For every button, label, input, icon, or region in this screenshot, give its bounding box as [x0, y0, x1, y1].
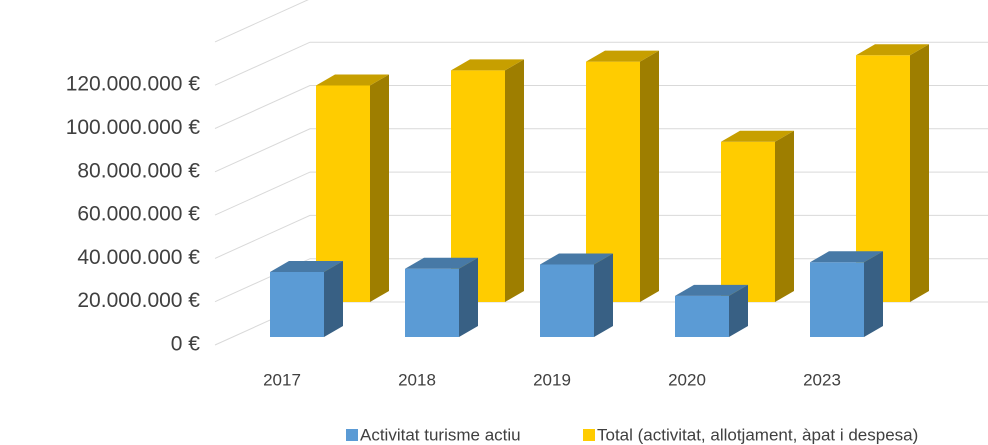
y-tick-label: 60.000.000 €	[77, 203, 200, 226]
bar-front	[540, 264, 594, 337]
bar	[316, 74, 389, 302]
bar-side	[324, 261, 343, 337]
grid-line	[214, 41, 988, 86]
bar-top	[316, 74, 389, 86]
bar-top	[586, 50, 659, 62]
bar	[586, 50, 659, 303]
bar	[405, 257, 478, 337]
bar-top	[675, 284, 748, 296]
legend-label: Total (activitat, allotjament, àpat i de…	[597, 425, 918, 444]
y-tick-label: 20.000.000 €	[77, 289, 200, 312]
bar	[721, 130, 794, 302]
bar-side	[505, 59, 524, 302]
bar-side	[370, 74, 389, 302]
grid-line	[214, 0, 309, 43]
x-tick-label: 2020	[668, 370, 706, 389]
x-tick-label: 2017	[263, 370, 301, 389]
bar-front	[721, 141, 775, 302]
bar	[451, 59, 524, 302]
bar	[540, 253, 613, 337]
legend-swatch	[346, 429, 358, 441]
bar-side	[864, 251, 883, 337]
bar-front	[810, 262, 864, 337]
bar-side	[640, 50, 659, 303]
bar-top	[721, 130, 794, 142]
legend-label: Activitat turisme actiu	[360, 425, 521, 444]
bar-top	[405, 257, 478, 269]
bar-front	[586, 61, 640, 303]
x-tick-label: 2019	[533, 370, 571, 389]
bar-top	[451, 59, 524, 71]
y-tick-label: 100.000.000 €	[66, 116, 201, 139]
bar	[270, 261, 343, 337]
x-tick-label: 2018	[398, 370, 436, 389]
grid-line	[214, 85, 988, 129]
legend-swatch	[583, 429, 595, 441]
bar-front	[270, 272, 324, 337]
bar-side	[594, 253, 613, 337]
bar	[810, 251, 883, 337]
bar-side	[775, 130, 794, 302]
bar-front	[451, 70, 505, 302]
bar-top	[810, 251, 883, 263]
bar-side	[910, 44, 929, 302]
bar-front	[856, 55, 910, 302]
bar-top	[270, 261, 343, 273]
y-tick-label: 0 €	[171, 333, 201, 356]
bar-front	[675, 295, 729, 337]
x-tick-label: 2023	[803, 370, 841, 389]
bar-side	[459, 257, 478, 337]
bar	[675, 284, 748, 337]
bar	[856, 44, 929, 302]
y-tick-label: 40.000.000 €	[77, 246, 200, 269]
bar-front	[316, 85, 370, 302]
bar-side	[729, 284, 748, 337]
y-tick-label: 120.000.000 €	[66, 73, 201, 96]
grid-line	[214, 128, 988, 173]
bar-top	[856, 44, 929, 56]
y-tick-label: 80.000.000 €	[77, 159, 200, 182]
bar-front	[405, 268, 459, 337]
bar-top	[540, 253, 613, 265]
